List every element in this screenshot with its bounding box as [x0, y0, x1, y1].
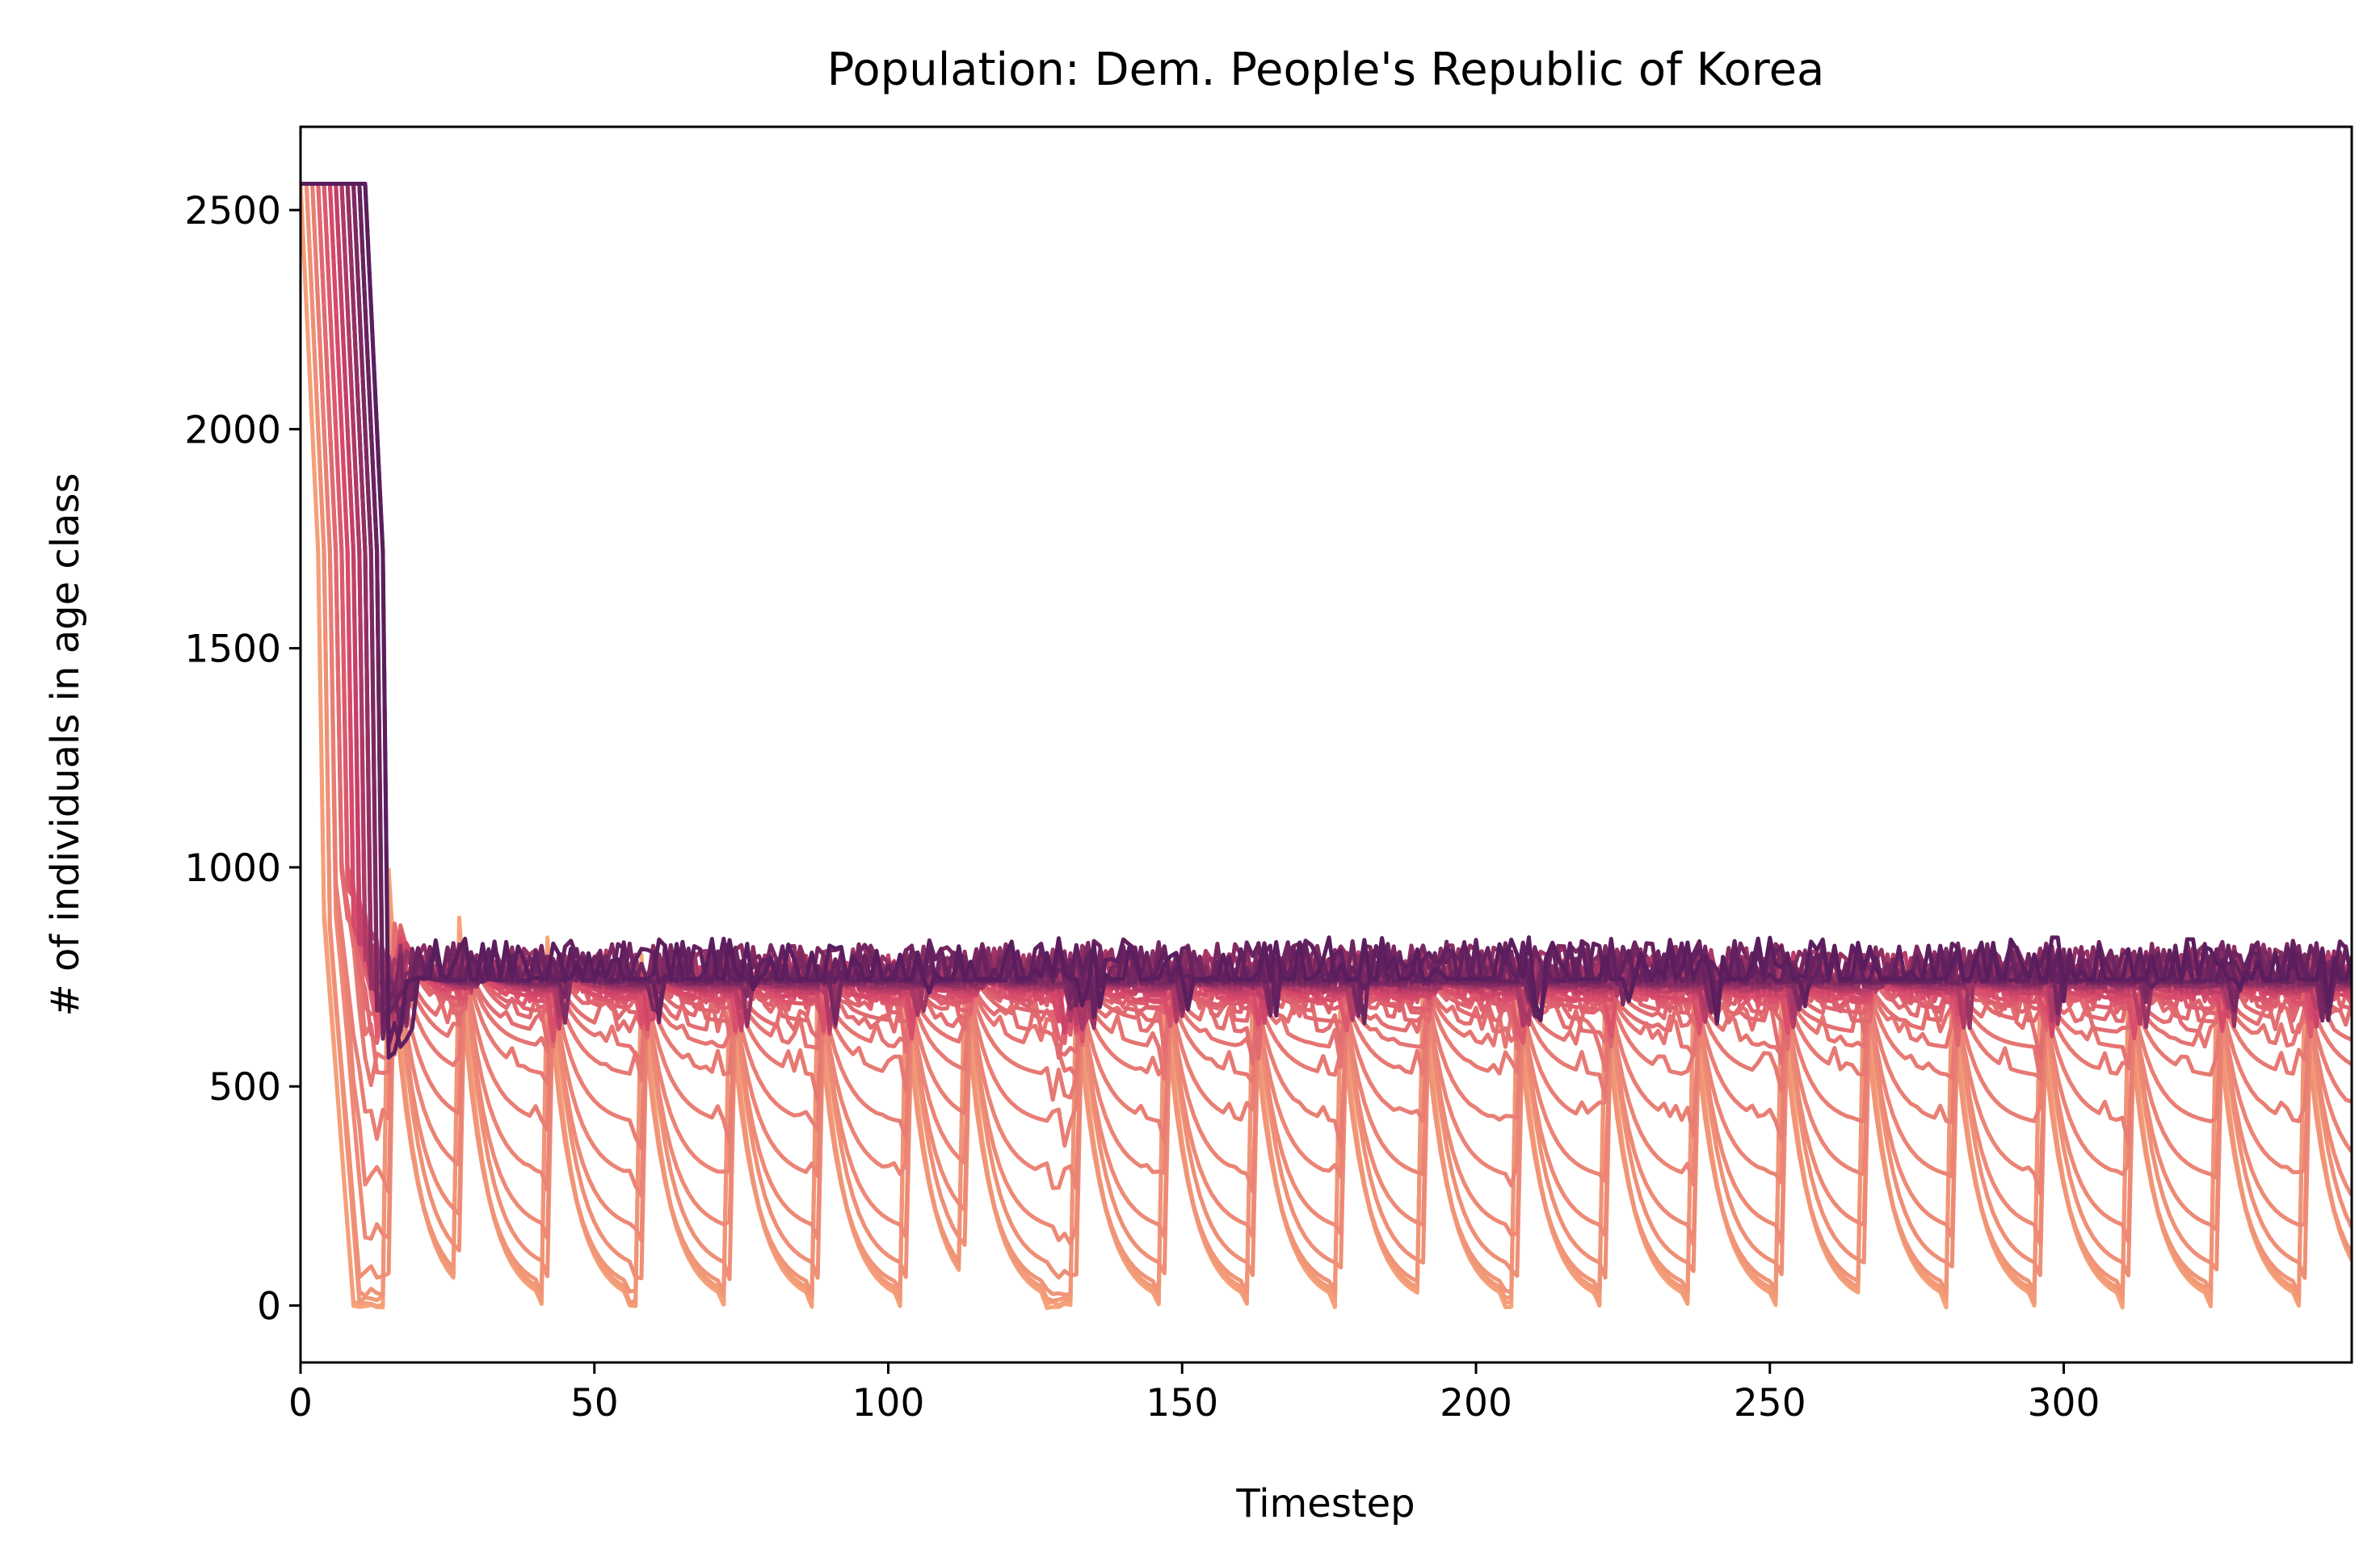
x-tick-label: 200 [1440, 1381, 1512, 1425]
x-tick-label: 100 [852, 1381, 925, 1425]
y-tick-label: 2000 [184, 408, 281, 452]
x-tick-label: 300 [2028, 1381, 2100, 1425]
series-line [301, 182, 2352, 1198]
x-tick-label: 0 [288, 1381, 313, 1425]
x-tick-label: 50 [570, 1381, 619, 1425]
y-tick-label: 500 [208, 1065, 281, 1110]
y-tick-label: 2500 [184, 189, 281, 233]
series-line [301, 182, 2352, 1247]
x-tick-label: 250 [1734, 1381, 1806, 1425]
plot-frame [299, 125, 2353, 1364]
y-tick-label: 1500 [184, 628, 281, 672]
x-axis-label: Timestep [1235, 1481, 1415, 1526]
y-tick-label: 0 [257, 1284, 281, 1329]
chart-title: Population: Dem. People's Republic of Ko… [827, 44, 1825, 96]
series-line [301, 182, 2352, 1151]
series-line [301, 182, 2352, 1081]
series-layer [301, 182, 2352, 1310]
y-axis-label: # of individuals in age class [43, 472, 88, 1016]
y-tick-label: 1000 [184, 846, 281, 891]
series-line [301, 182, 2352, 1102]
series-line [301, 182, 2352, 1060]
x-tick-label: 150 [1146, 1381, 1218, 1425]
ticks-layer: 0 50 100 150 200 250 300 0 500 1000 1500 2000 2500 [184, 189, 2100, 1425]
series-line [301, 182, 2352, 1049]
